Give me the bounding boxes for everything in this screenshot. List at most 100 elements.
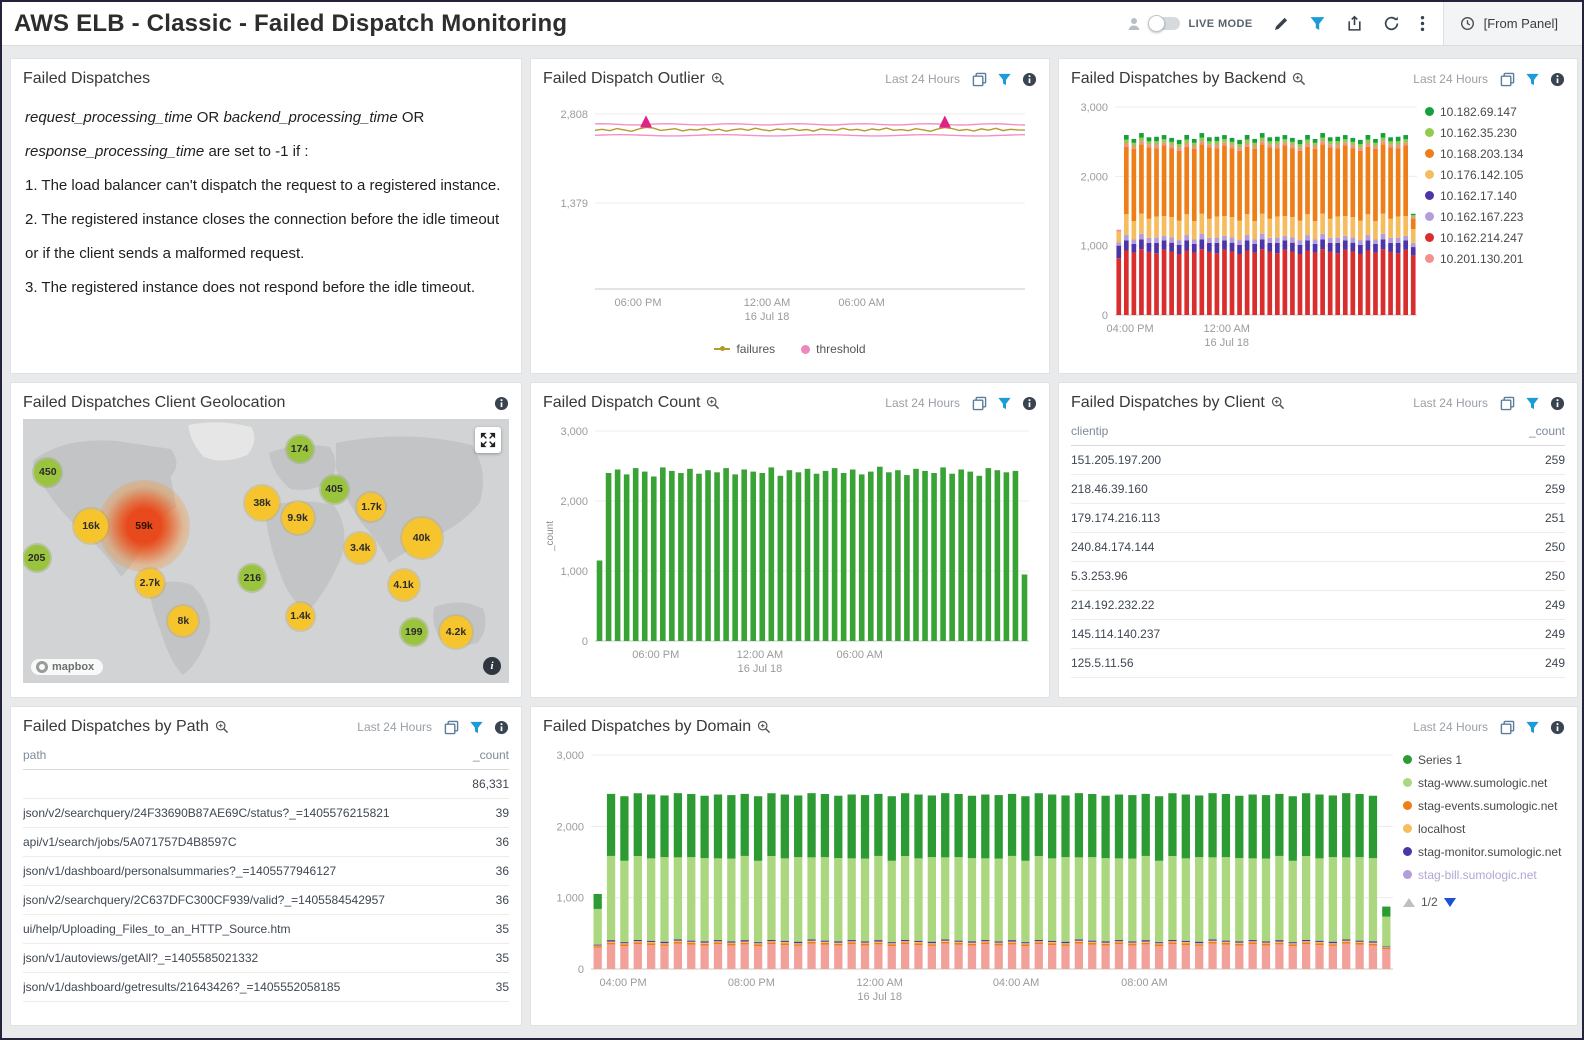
column-header[interactable]: path <box>23 748 47 762</box>
zoom-icon[interactable] <box>711 72 725 86</box>
geo-bubble[interactable]: 38k <box>245 486 280 521</box>
table-row[interactable]: json/v1/dashboard/getresults/21643426?_=… <box>23 973 509 1002</box>
zoom-icon[interactable] <box>757 720 771 734</box>
outlier-chart-canvas[interactable]: 2,808 1,379 06:00 PM 12:00 AM 16 Jul 18 06:00… <box>543 93 1037 333</box>
world-map[interactable]: 450 174 405 16k 59k 38k 9.9k 1.7k 40k 205 3.4k 2.7k… <box>23 419 509 683</box>
table-row[interactable]: 214.192.232.22 249 <box>1071 591 1565 620</box>
table-row[interactable]: json/v1/autoviews/getAll?_=1405585021332… <box>23 944 509 973</box>
geo-bubble[interactable]: 3.4k <box>345 533 376 564</box>
legend-item[interactable]: threshold <box>801 342 866 356</box>
more-menu-icon[interactable] <box>1420 15 1425 32</box>
refresh-icon[interactable] <box>1383 15 1400 32</box>
legend-item[interactable]: 10.162.167.223 <box>1425 210 1565 224</box>
geo-bubble[interactable]: 216 <box>239 564 266 591</box>
geo-bubble[interactable]: 59k <box>98 480 190 573</box>
info-icon[interactable] <box>494 396 509 411</box>
panel-filter-icon[interactable] <box>1525 396 1540 411</box>
domain-chart-canvas[interactable]: 0 1,000 2,000 3,000 04:00 PM 08:00 PM 12:00 AM… <box>543 741 1399 1013</box>
panel-filter-icon[interactable] <box>469 720 484 735</box>
geo-bubble[interactable]: 2.7k <box>135 568 164 597</box>
legend-item[interactable]: Series 1 <box>1403 753 1565 767</box>
from-panel-time-selector[interactable]: [From Panel] <box>1442 2 1582 45</box>
info-icon[interactable] <box>494 720 509 735</box>
legend-item[interactable]: stag-www.sumologic.net <box>1403 776 1565 790</box>
legend-page-up-icon[interactable] <box>1403 897 1415 907</box>
geo-bubble[interactable]: 16k <box>74 509 109 544</box>
info-icon[interactable] <box>1550 72 1565 87</box>
geo-bubble[interactable]: 174 <box>286 436 313 463</box>
copy-layers-icon[interactable] <box>1500 72 1515 87</box>
table-row[interactable]: json/v2/searchquery/24F33690B87AE69C/sta… <box>23 799 509 828</box>
geo-bubble[interactable]: 8k <box>168 605 199 636</box>
svg-text:0: 0 <box>578 964 584 976</box>
filter-icon[interactable] <box>1309 15 1326 32</box>
legend-item[interactable]: stag-bill.sumologic.net <box>1403 868 1565 882</box>
geo-bubble[interactable]: 1.7k <box>357 493 386 522</box>
panel-filter-icon[interactable] <box>997 396 1012 411</box>
map-info-icon[interactable]: i <box>483 657 501 675</box>
zoom-icon[interactable] <box>1271 396 1285 410</box>
legend-page-down-icon[interactable] <box>1443 897 1456 907</box>
zoom-icon[interactable] <box>706 396 720 410</box>
legend-item[interactable]: 10.176.142.105 <box>1425 168 1565 182</box>
legend-item[interactable]: failures <box>714 342 775 356</box>
table-row[interactable]: api/v1/search/jobs/5A071757D4B8597C 36 <box>23 828 509 857</box>
geo-bubble[interactable]: 450 <box>34 458 62 486</box>
geo-bubble[interactable]: 205 <box>23 544 50 571</box>
legend-item[interactable]: stag-events.sumologic.net <box>1403 799 1565 813</box>
legend-item[interactable]: 10.182.69.147 <box>1425 105 1565 119</box>
zoom-icon[interactable] <box>1292 72 1306 86</box>
copy-layers-icon[interactable] <box>972 396 987 411</box>
column-header[interactable]: _count <box>472 748 509 762</box>
table-row[interactable]: 145.114.140.237 249 <box>1071 620 1565 649</box>
copy-layers-icon[interactable] <box>444 720 459 735</box>
legend-item[interactable]: 10.168.203.134 <box>1425 147 1565 161</box>
geo-bubble[interactable]: 1.4k <box>287 603 314 631</box>
panel-filter-icon[interactable] <box>997 72 1012 87</box>
geo-bubble[interactable]: 199 <box>400 618 427 645</box>
legend-item[interactable]: 10.162.17.140 <box>1425 189 1565 203</box>
table-row[interactable]: 179.174.216.113 251 <box>1071 504 1565 533</box>
info-icon[interactable] <box>1550 720 1565 735</box>
geo-bubble[interactable]: 4.1k <box>388 569 419 600</box>
mapbox-attribution[interactable]: mapbox <box>31 659 104 675</box>
geo-bubble[interactable]: 405 <box>320 475 348 503</box>
copy-layers-icon[interactable] <box>972 72 987 87</box>
cell-path: json/v1/dashboard/personalsummaries?_=14… <box>23 864 337 878</box>
copy-layers-icon[interactable] <box>1500 720 1515 735</box>
copy-layers-icon[interactable] <box>1500 396 1515 411</box>
geo-bubble[interactable]: 40k <box>401 517 442 558</box>
legend-item[interactable]: stag-monitor.sumologic.net <box>1403 845 1565 859</box>
column-header[interactable]: clientip <box>1071 424 1109 438</box>
info-icon[interactable] <box>1550 396 1565 411</box>
backend-chart-canvas[interactable]: 0 1,000 2,000 3,000 04:00 PM 12:00 AM 16 Jul 1… <box>1071 93 1421 359</box>
live-mode-toggle[interactable] <box>1148 15 1181 32</box>
table-row[interactable]: 218.46.39.160 259 <box>1071 475 1565 504</box>
table-row[interactable]: 125.5.11.56 249 <box>1071 649 1565 678</box>
geo-bubble[interactable]: 4.2k <box>440 615 473 648</box>
table-row[interactable]: 5.3.253.96 250 <box>1071 562 1565 591</box>
geo-bubble[interactable]: 9.9k <box>281 502 314 535</box>
legend-item[interactable]: 10.201.130.201 <box>1425 252 1565 266</box>
info-icon[interactable] <box>1022 72 1037 87</box>
legend-pagination[interactable]: 1/2 <box>1403 895 1565 909</box>
count-chart-canvas[interactable]: 0 1,000 2,000 3,000 06:00 PM 12:00 AM 16 Jul 1… <box>543 417 1037 685</box>
column-header[interactable]: _count <box>1528 424 1565 438</box>
info-icon[interactable] <box>1022 396 1037 411</box>
table-row[interactable]: 86,331 <box>23 770 509 799</box>
map-fullscreen-icon[interactable] <box>475 427 501 453</box>
panel-filter-icon[interactable] <box>1525 720 1540 735</box>
table-row[interactable]: json/v2/searchquery/2C637DFC300CF939/val… <box>23 886 509 915</box>
panel-filter-icon[interactable] <box>1525 72 1540 87</box>
legend-item[interactable]: 10.162.35.230 <box>1425 126 1565 140</box>
legend-color-dot <box>1403 755 1412 764</box>
table-row[interactable]: 240.84.174.144 250 <box>1071 533 1565 562</box>
share-icon[interactable] <box>1346 15 1363 32</box>
zoom-icon[interactable] <box>215 720 229 734</box>
edit-pencil-icon[interactable] <box>1273 16 1289 32</box>
table-row[interactable]: 151.205.197.200 259 <box>1071 446 1565 475</box>
table-row[interactable]: ui/help/Uploading_Files_to_an_HTTP_Sourc… <box>23 915 509 944</box>
table-row[interactable]: json/v1/dashboard/personalsummaries?_=14… <box>23 857 509 886</box>
legend-item[interactable]: 10.162.214.247 <box>1425 231 1565 245</box>
legend-item[interactable]: localhost <box>1403 822 1565 836</box>
